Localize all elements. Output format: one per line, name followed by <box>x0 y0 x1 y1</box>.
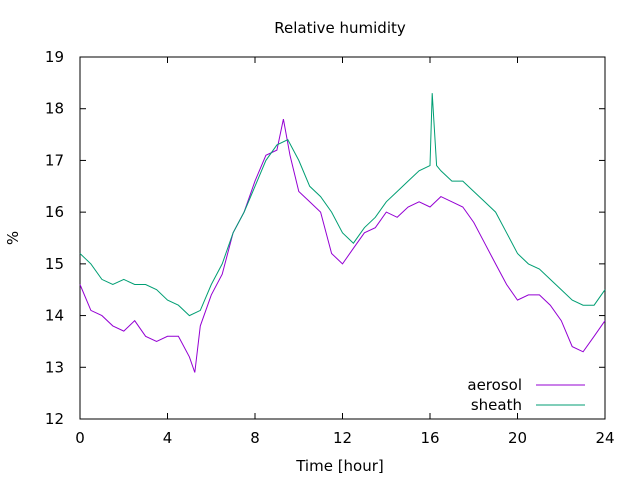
y-tick-label: 19 <box>45 48 64 66</box>
y-tick-label: 16 <box>45 203 64 221</box>
y-tick-label: 15 <box>45 255 64 273</box>
y-axis-label: % <box>4 231 22 245</box>
y-tick-label: 17 <box>45 151 64 169</box>
x-tick-label: 12 <box>333 429 352 447</box>
y-tick-label: 12 <box>45 410 64 428</box>
y-tick-label: 18 <box>45 100 64 118</box>
y-tick-label: 14 <box>45 307 64 325</box>
series-line-sheath <box>79 93 606 317</box>
legend-label-sheath: sheath <box>471 396 522 414</box>
x-tick-label: 0 <box>75 429 85 447</box>
plot-frame <box>79 56 606 420</box>
y-axis-ticks: 12 13 14 15 16 17 18 19 <box>45 48 605 428</box>
chart-title: Relative humidity <box>274 19 406 37</box>
legend: aerosol sheath <box>467 376 585 414</box>
x-tick-label: 24 <box>595 429 614 447</box>
x-axis-ticks: 0 4 8 12 16 20 24 <box>75 57 615 447</box>
y-tick-label: 13 <box>45 358 64 376</box>
legend-label-aerosol: aerosol <box>467 376 522 394</box>
series-layer <box>79 93 606 373</box>
series-line-aerosol <box>79 118 606 373</box>
x-tick-label: 20 <box>508 429 527 447</box>
x-tick-label: 4 <box>163 429 173 447</box>
x-tick-label: 8 <box>250 429 260 447</box>
x-axis-label: Time [hour] <box>295 457 384 475</box>
x-tick-label: 16 <box>420 429 439 447</box>
